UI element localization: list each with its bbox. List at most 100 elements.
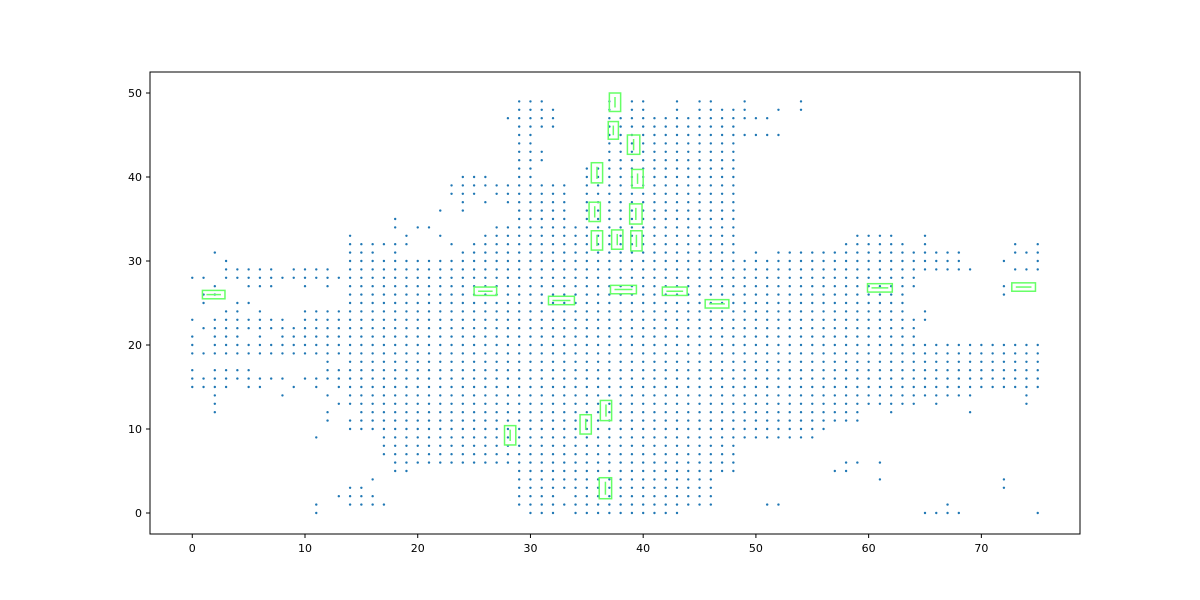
data-point [551, 377, 555, 380]
data-point [653, 167, 656, 170]
data-point [698, 318, 701, 321]
data-point [777, 436, 780, 439]
data-point [529, 486, 532, 489]
data-point [326, 276, 329, 279]
data-point [427, 461, 431, 464]
data-point [732, 243, 735, 246]
data-point [664, 234, 667, 237]
data-point [698, 209, 701, 212]
data-point [856, 276, 859, 279]
data-point [912, 377, 915, 380]
data-point [484, 377, 487, 380]
data-point [991, 352, 994, 355]
data-point [326, 268, 329, 271]
data-point [416, 436, 419, 439]
data-point [923, 268, 927, 271]
data-point [461, 192, 465, 195]
data-point [1013, 268, 1017, 271]
data-point [495, 377, 498, 380]
data-point [393, 268, 397, 271]
data-point [517, 285, 521, 288]
data-point [506, 327, 510, 330]
data-point [405, 369, 408, 372]
data-point [427, 411, 431, 414]
data-point [608, 453, 611, 456]
data-point [224, 276, 228, 279]
bounding-box [579, 413, 593, 435]
data-point [551, 343, 555, 347]
data-point [630, 453, 634, 456]
data-point [563, 352, 566, 355]
data-point [540, 310, 543, 313]
data-point [529, 453, 532, 456]
data-point [765, 293, 769, 296]
data-point [777, 133, 780, 137]
data-point [405, 436, 408, 439]
data-point [585, 243, 589, 246]
y-tick-label: 30 [128, 255, 142, 268]
data-point [777, 352, 780, 355]
data-point [371, 411, 374, 414]
data-point [664, 444, 667, 447]
data-point [664, 243, 667, 246]
data-point [687, 167, 690, 170]
data-point [1025, 352, 1028, 355]
data-point [337, 402, 341, 405]
data-point [551, 352, 555, 355]
data-point [1025, 385, 1028, 389]
data-point [698, 495, 701, 498]
data-point [833, 318, 837, 321]
data-point [653, 293, 656, 296]
data-point [619, 444, 622, 447]
data-point [799, 402, 803, 405]
data-point [709, 159, 713, 162]
data-point [439, 268, 442, 271]
data-point [641, 495, 645, 498]
data-point [213, 343, 217, 347]
data-point [551, 495, 555, 498]
data-point [484, 369, 487, 372]
data-point [529, 259, 532, 263]
data-point [1036, 268, 1039, 271]
data-point [641, 301, 645, 305]
data-point [382, 360, 386, 363]
data-point [844, 469, 848, 473]
data-point [213, 318, 217, 321]
data-point [653, 226, 656, 229]
data-point [709, 327, 713, 330]
data-point [382, 503, 386, 506]
data-point [878, 402, 882, 405]
data-point [675, 394, 679, 397]
data-point [720, 133, 724, 137]
data-point [822, 259, 825, 263]
data-point [1025, 369, 1028, 372]
data-point [889, 310, 893, 313]
data-point [675, 192, 679, 195]
data-point [687, 444, 690, 447]
data-point [777, 251, 780, 254]
data-point [675, 133, 679, 137]
data-point [912, 318, 915, 321]
data-point [574, 259, 577, 263]
data-point [912, 276, 915, 279]
data-point [720, 461, 724, 464]
data-point [506, 192, 510, 195]
data-point [495, 419, 498, 422]
data-point [709, 411, 713, 414]
data-point [405, 411, 408, 414]
data-point [630, 461, 634, 464]
data-point [472, 394, 476, 397]
bounding-box [201, 289, 226, 300]
data-point [439, 461, 442, 464]
data-point [957, 394, 961, 397]
data-point [563, 411, 566, 414]
data-point [675, 184, 679, 187]
data-point [529, 167, 532, 170]
data-point [630, 268, 634, 271]
data-point [551, 209, 555, 212]
data-point [630, 142, 634, 145]
data-point [360, 352, 363, 355]
data-point [867, 318, 870, 321]
y-tick-label: 0 [135, 507, 142, 520]
data-point [889, 377, 893, 380]
